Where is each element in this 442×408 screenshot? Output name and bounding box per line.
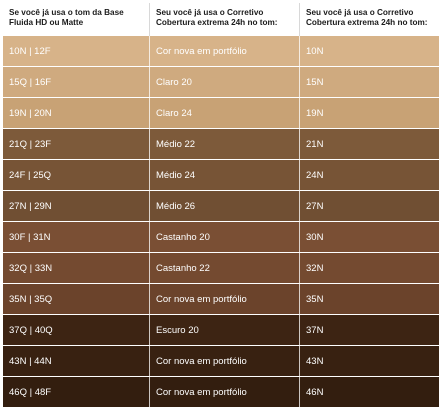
base-cell: 35N | 35Q	[9, 293, 53, 305]
base-cell: 21Q | 23F	[9, 138, 52, 150]
corretivo-cell: Cor nova em portfólio	[149, 346, 299, 376]
corretivo-cell: Médio 24	[149, 160, 299, 190]
table-row: 37Q | 40Q Escuro 20 37N	[3, 315, 439, 345]
tom-cell: 46N	[299, 377, 439, 407]
corretivo-cell: Médio 26	[149, 191, 299, 221]
table-row: 24F | 25Q Médio 24 24N	[3, 160, 439, 190]
tom-cell: 19N	[299, 98, 439, 128]
corretivo-cell: Escuro 20	[149, 315, 299, 345]
tom-cell: 32N	[299, 253, 439, 283]
corretivo-cell: Cor nova em portfólio	[149, 377, 299, 407]
tom-cell: 30N	[299, 222, 439, 252]
base-cell: 30F | 31N	[9, 231, 51, 243]
table-row: 32Q | 33N Castanho 22 32N	[3, 253, 439, 283]
tom-cell: 10N	[299, 36, 439, 66]
table-body: 10N | 12F Cor nova em portfólio 10N 15Q | 1…	[3, 36, 439, 407]
table-row: 10N | 12F Cor nova em portfólio 10N	[3, 36, 439, 66]
base-cell: 46Q | 48F	[9, 386, 52, 398]
table-header: Se você já usa o tom da Base Fluida HD o…	[3, 3, 439, 36]
header-concealer-new-tone: Seu você já usa o Corretivo Cobertura ex…	[299, 3, 439, 36]
base-cell: 37Q | 40Q	[9, 324, 53, 336]
table-row: 43N | 44N Cor nova em portfólio 43N	[3, 346, 439, 376]
corretivo-cell: Cor nova em portfólio	[149, 36, 299, 66]
tom-cell: 35N	[299, 284, 439, 314]
table-row: 35N | 35Q Cor nova em portfólio 35N	[3, 284, 439, 314]
header-base-tone: Se você já usa o tom da Base Fluida HD o…	[9, 8, 124, 27]
tom-cell: 21N	[299, 129, 439, 159]
corretivo-cell: Cor nova em portfólio	[149, 284, 299, 314]
base-cell: 27N | 29N	[9, 200, 52, 212]
corretivo-cell: Castanho 22	[149, 253, 299, 283]
table-row: 27N | 29N Médio 26 27N	[3, 191, 439, 221]
table-row: 19N | 20N Claro 24 19N	[3, 98, 439, 128]
table-row: 21Q | 23F Médio 22 21N	[3, 129, 439, 159]
base-cell: 24F | 25Q	[9, 169, 52, 181]
tom-cell: 43N	[299, 346, 439, 376]
header-concealer-shade: Seu você já usa o Corretivo Cobertura ex…	[149, 3, 299, 36]
tom-cell: 24N	[299, 160, 439, 190]
shade-conversion-table: Se você já usa o tom da Base Fluida HD o…	[3, 3, 439, 408]
corretivo-cell: Claro 24	[149, 98, 299, 128]
tom-cell: 37N	[299, 315, 439, 345]
table-row: 15Q | 16F Claro 20 15N	[3, 67, 439, 97]
base-cell: 15Q | 16F	[9, 76, 52, 88]
base-cell: 19N | 20N	[9, 107, 52, 119]
tom-cell: 27N	[299, 191, 439, 221]
base-cell: 10N | 12F	[9, 45, 51, 57]
corretivo-cell: Claro 20	[149, 67, 299, 97]
table-row: 30F | 31N Castanho 20 30N	[3, 222, 439, 252]
corretivo-cell: Castanho 20	[149, 222, 299, 252]
tom-cell: 15N	[299, 67, 439, 97]
corretivo-cell: Médio 22	[149, 129, 299, 159]
base-cell: 43N | 44N	[9, 355, 52, 367]
table-row: 46Q | 48F Cor nova em portfólio 46N	[3, 377, 439, 407]
base-cell: 32Q | 33N	[9, 262, 53, 274]
